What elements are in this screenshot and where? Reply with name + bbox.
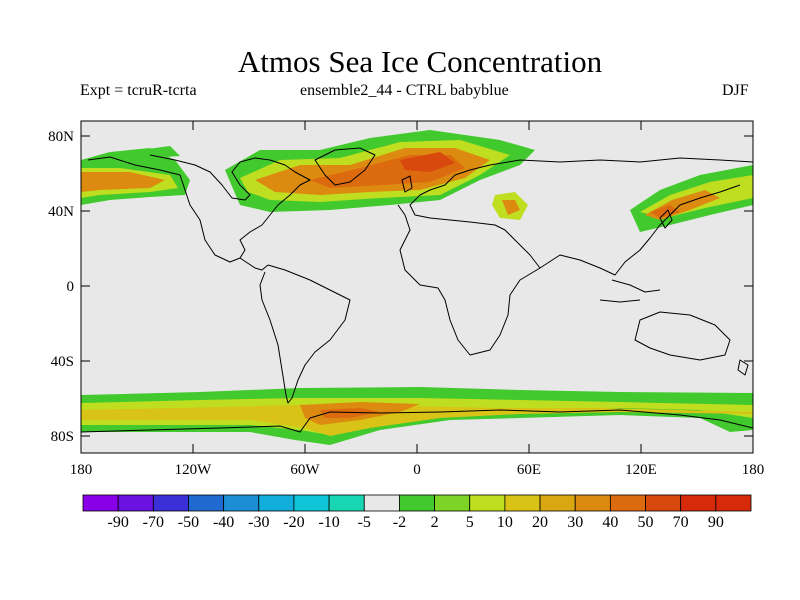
australia-coast xyxy=(634,311,731,361)
colorbar-box xyxy=(82,494,119,512)
x-tick-label: 60W xyxy=(290,462,320,478)
southern-ocean-anomaly xyxy=(81,387,753,445)
colorbar-box xyxy=(363,494,400,512)
y-tick-labels: 80N 40N 0 40S 80S xyxy=(48,129,74,445)
x-tick-label: 60E xyxy=(517,462,541,478)
europe-africa-coast xyxy=(397,164,541,356)
colorbar-label: -70 xyxy=(143,514,164,531)
ice-concentration-field xyxy=(81,130,753,445)
colorbar-label: 90 xyxy=(708,514,724,531)
colorbar-label: 20 xyxy=(532,514,548,531)
colorbar-box xyxy=(399,494,435,512)
experiment-label: Expt = tcruR-tcrta xyxy=(80,82,197,99)
y-tick-label: 80N xyxy=(48,129,74,145)
x-tick-label: 0 xyxy=(413,462,421,478)
x-tick-label: 180 xyxy=(70,462,93,478)
colorbar-label: -5 xyxy=(358,514,371,531)
y-tick-label: 40S xyxy=(51,354,74,370)
colorbar-box xyxy=(609,494,646,512)
uk-coast xyxy=(401,175,413,193)
colorbar-box xyxy=(715,494,752,512)
colorbar-label: 2 xyxy=(431,514,439,531)
colorbar-box xyxy=(258,494,295,512)
colorbar-label: -20 xyxy=(283,514,304,531)
x-tick-label: 120W xyxy=(175,462,213,478)
colorbar-label: -50 xyxy=(178,514,199,531)
x-tick-label: 120E xyxy=(625,462,657,478)
colorbar-label: 5 xyxy=(466,514,474,531)
colorbar-box xyxy=(469,494,506,512)
colorbar: -90 -70 -50 -40 -30 -20 -10 -5 -2 2 5 10 20 30 40 50 70 9… xyxy=(82,494,752,531)
season-label: DJF xyxy=(722,82,749,99)
y-tick-label: 40N xyxy=(48,204,74,220)
antarctica-coast xyxy=(81,409,753,433)
colorbar-label: -10 xyxy=(318,514,339,531)
north-atlantic-anomaly xyxy=(225,130,535,212)
colorbar-label: -2 xyxy=(393,514,406,531)
colorbar-label: 40 xyxy=(602,514,618,531)
x-tick-label: 180 xyxy=(742,462,765,478)
colorbar-box xyxy=(539,494,576,512)
colorbar-box xyxy=(504,494,541,512)
colorbar-box xyxy=(293,494,330,512)
north-pacific-anomaly xyxy=(81,146,190,205)
colorbar-label: 50 xyxy=(638,514,654,531)
colorbar-box xyxy=(574,494,611,512)
ensemble-label: ensemble2_44 - CTRL babyblue xyxy=(300,82,509,99)
plot-title: Atmos Sea Ice Concentration xyxy=(237,44,603,79)
colorbar-box xyxy=(645,494,682,512)
asia-coast xyxy=(489,157,753,276)
southeast-asia-islands xyxy=(599,279,661,303)
axis-ticks xyxy=(81,121,753,453)
colorbar-box xyxy=(188,494,225,512)
y-tick-label: 80S xyxy=(51,429,74,445)
colorbar-label: 70 xyxy=(673,514,689,531)
greenland-coast xyxy=(314,147,376,186)
colorbar-box xyxy=(434,494,471,512)
colorbar-label: -40 xyxy=(213,514,234,531)
caspian-anomaly xyxy=(492,192,528,220)
colorbar-box xyxy=(117,494,154,512)
colorbar-box xyxy=(328,494,365,512)
y-tick-label: 0 xyxy=(67,279,75,295)
colorbar-label: -90 xyxy=(107,514,128,531)
x-tick-labels: 180 120W 60W 0 60E 120E 180 xyxy=(70,462,765,478)
central-america-coast xyxy=(239,257,269,271)
japan-coast xyxy=(659,209,673,229)
colorbar-box xyxy=(680,494,717,512)
north-america-coast xyxy=(87,154,311,263)
new-zealand-coast xyxy=(737,359,749,376)
south-america-coast xyxy=(259,264,351,404)
colorbar-box xyxy=(152,494,189,512)
colorbar-label: 10 xyxy=(497,514,513,531)
coastlines xyxy=(81,147,753,433)
colorbar-label: -30 xyxy=(248,514,269,531)
colorbar-label: 30 xyxy=(567,514,583,531)
colorbar-box xyxy=(223,494,260,512)
